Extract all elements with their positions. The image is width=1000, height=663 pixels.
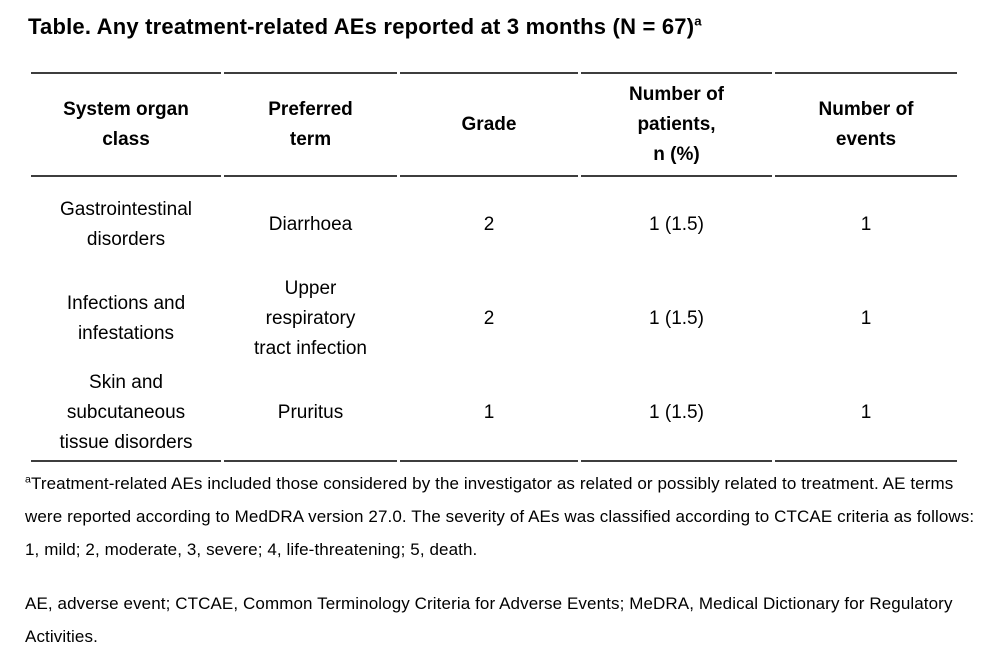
header-row: System organ class Preferred term Grade …	[31, 72, 957, 178]
cell-system-organ-class: Gastrointestinal disorders	[59, 198, 192, 250]
cell-number-of-events: 1	[775, 366, 957, 463]
cell-grade: 2	[483, 308, 495, 330]
cell-number-of-events: 1	[860, 308, 872, 330]
footnote-marker: a	[25, 473, 31, 486]
adverse-events-table: System organ class Preferred term Grade …	[28, 72, 960, 463]
header-number-of-patients: Number of patients, n (%)	[581, 72, 772, 178]
cell-system-organ-class: Skin and subcutaneous tissue disorders	[31, 366, 221, 463]
table-title-text: Table. Any treatment-related AEs reporte…	[28, 14, 695, 39]
cell-number-of-patients: 1 (1.5)	[581, 366, 772, 463]
footnote-abbreviations: AE, adverse event; CTCAE, Common Termino…	[25, 594, 953, 647]
table-row: Skin and subcutaneous tissue disorders P…	[31, 366, 957, 463]
cell-preferred-term: Upper respiratory tract infection	[254, 278, 367, 360]
cell-grade: 1	[400, 366, 578, 463]
header-grade: Grade	[400, 72, 578, 178]
cell-preferred-term: Pruritus	[224, 366, 397, 463]
footnote-treatment-related: aTreatment-related AEs included those co…	[25, 467, 975, 566]
table-row: Infections and infestations Upper respir…	[31, 272, 957, 366]
cell-system-organ-class: Infections and infestations	[66, 293, 186, 345]
cell-number-of-patients: 1 (1.5)	[649, 213, 704, 235]
table-row: Gastrointestinal disorders Diarrhoea 2 1…	[31, 177, 957, 272]
table-title: Table. Any treatment-related AEs reporte…	[28, 14, 1000, 40]
footnote-text: Treatment-related AEs included those con…	[25, 474, 975, 560]
cell-number-of-events: 1	[860, 213, 872, 235]
header-preferred-term: Preferred term	[224, 72, 397, 178]
cell-preferred-term: Diarrhoea	[268, 213, 353, 235]
header-number-of-events: Number of events	[775, 72, 957, 178]
cell-number-of-patients: 1 (1.5)	[649, 308, 704, 330]
table-title-footnote-marker: a	[694, 13, 702, 29]
cell-grade: 2	[483, 213, 495, 235]
header-system-organ-class: System organ class	[31, 72, 221, 178]
